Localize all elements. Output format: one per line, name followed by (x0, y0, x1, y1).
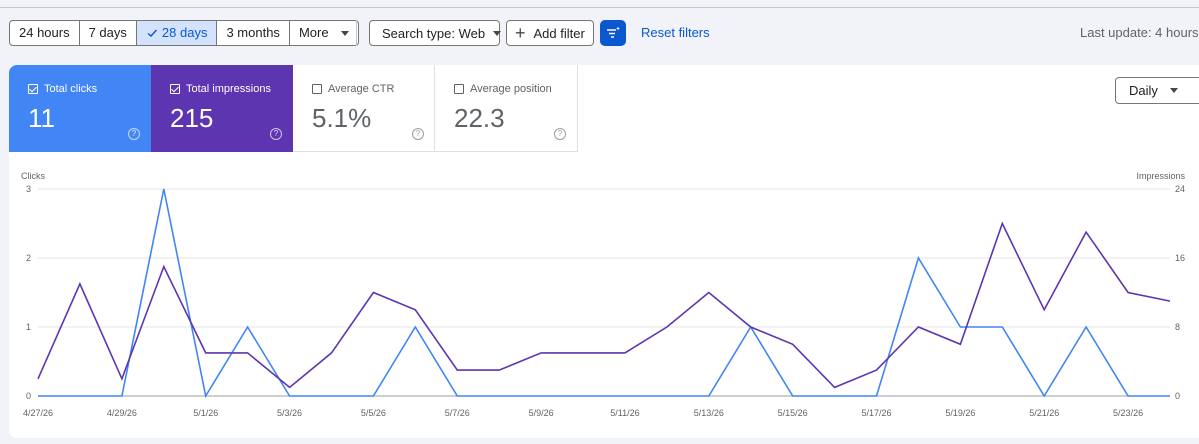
metric-impressions-value: 215 (170, 103, 214, 133)
metric-clicks-label: Total clicks (44, 83, 98, 95)
checkbox-unchecked-icon[interactable] (312, 84, 322, 94)
filter-icon (607, 26, 620, 38)
performance-card: Total clicks 11 ? Total impressions 215 … (9, 65, 1199, 438)
add-filter-button[interactable]: + Add filter (506, 20, 594, 46)
metric-total-clicks[interactable]: Total clicks 11 ? (9, 65, 151, 152)
right-axis-label: Impressions (1136, 171, 1185, 181)
checkbox-unchecked-icon[interactable] (454, 84, 464, 94)
x-tick-label: 5/13/26 (694, 408, 724, 418)
x-tick-label: 5/5/26 (361, 408, 386, 418)
performance-chart: Clicks Impressions 0 1 2 3 0 8 16 24 4/27/26 4/29/2… (21, 171, 1186, 418)
metric-position-value: 22.3 (454, 103, 505, 133)
chevron-down-icon (493, 30, 502, 36)
x-tick-label: 5/3/26 (277, 408, 302, 418)
range-28-days-label: 28 days (161, 25, 208, 40)
filter-options-button[interactable] (600, 20, 626, 46)
metric-ctr-label: Average CTR (328, 83, 395, 95)
x-tick-label: 4/29/26 (107, 408, 137, 418)
more-label: More (298, 25, 329, 40)
left-tick-label: 0 (26, 391, 31, 401)
chevron-down-icon (340, 30, 349, 36)
left-axis-label: Clicks (21, 171, 45, 181)
help-icon[interactable]: ? (270, 128, 282, 140)
metric-average-ctr[interactable]: Average CTR 5.1% ? (293, 65, 435, 152)
plus-icon: + (515, 23, 526, 43)
checkbox-checked-icon[interactable] (170, 84, 180, 94)
left-tick-label: 3 (26, 184, 31, 194)
help-icon[interactable]: ? (554, 128, 566, 140)
x-tick-label: 5/7/26 (445, 408, 470, 418)
help-icon[interactable]: ? (412, 128, 424, 140)
left-tick-label: 1 (26, 322, 31, 332)
series-line-impressions (37, 221, 1171, 389)
check-icon (147, 29, 157, 37)
right-tick-label: 8 (1175, 322, 1180, 332)
metric-ctr-value: 5.1% (312, 103, 372, 133)
top-divider (0, 7, 1199, 8)
toolbar-divider (356, 20, 357, 46)
chevron-down-icon (1169, 88, 1178, 93)
x-tick-label: 5/17/26 (862, 408, 892, 418)
granularity-dropdown[interactable]: Daily (1115, 77, 1199, 104)
metric-impressions-label: Total impressions (186, 83, 271, 95)
add-filter-label: Add filter (533, 25, 585, 41)
filter-toolbar: 24 hours 7 days 28 days 3 months More Se… (9, 20, 1199, 47)
x-tick-label: 5/11/26 (610, 408, 639, 418)
metric-clicks-value: 11 (28, 103, 55, 133)
last-update-text: Last update: 4 hours ag (1080, 25, 1199, 40)
metric-average-position[interactable]: Average position 22.3 ? (435, 65, 578, 152)
granularity-label: Daily (1129, 83, 1158, 98)
x-tick-label: 4/27/26 (23, 408, 53, 418)
range-3-months[interactable]: 3 months (217, 21, 290, 45)
x-tick-label: 5/23/26 (1113, 408, 1143, 418)
series-line-clicks (38, 188, 1170, 399)
metric-position-label: Average position (470, 83, 552, 95)
right-tick-label: 24 (1175, 184, 1185, 194)
reset-filters-link[interactable]: Reset filters (641, 25, 710, 40)
metric-impressions-label-row: Total impressions (170, 83, 271, 95)
metric-clicks-label-row: Total clicks (28, 83, 97, 95)
metric-ctr-label-row: Average CTR (312, 83, 394, 95)
more-dropdown[interactable]: More (290, 21, 358, 45)
help-icon[interactable]: ? (128, 128, 140, 140)
x-tick-label: 5/21/26 (1029, 408, 1059, 418)
range-28-days[interactable]: 28 days (136, 21, 218, 45)
checkbox-checked-icon[interactable] (28, 84, 38, 94)
x-tick-label: 5/15/26 (778, 408, 808, 418)
range-24-hours[interactable]: 24 hours (10, 21, 80, 45)
right-tick-label: 16 (1175, 253, 1185, 263)
x-tick-label: 5/9/26 (529, 408, 554, 418)
right-tick-label: 0 (1175, 391, 1180, 401)
search-type-dropdown[interactable]: Search type: Web (369, 20, 502, 46)
date-range-selector: 24 hours 7 days 28 days 3 months More (9, 20, 359, 46)
left-tick-label: 2 (26, 253, 31, 263)
range-7-days[interactable]: 7 days (80, 21, 137, 45)
metric-total-impressions[interactable]: Total impressions 215 ? (151, 65, 293, 152)
x-tick-label: 5/1/26 (193, 408, 218, 418)
search-type-label: Search type: Web (382, 25, 486, 41)
metric-position-label-row: Average position (454, 83, 552, 95)
x-tick-label: 5/19/26 (945, 408, 975, 418)
